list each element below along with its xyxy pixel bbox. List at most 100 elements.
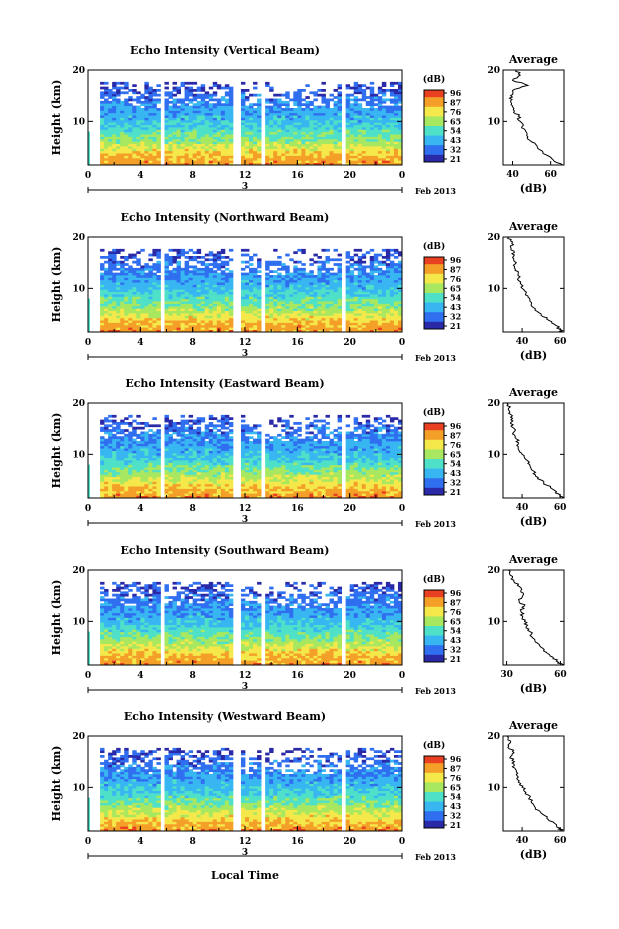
heatmap-cell (224, 263, 230, 266)
heatmap-cell (152, 112, 157, 116)
heatmap-cell (289, 327, 294, 331)
heatmap-cell (212, 317, 218, 321)
heatmap-cell (240, 119, 246, 123)
heatmap-cell (305, 119, 310, 123)
heatmap-cell (196, 329, 202, 333)
heatmap-cell (120, 464, 125, 468)
heatmap-cell (353, 138, 359, 142)
heatmap-cell (369, 277, 375, 281)
heatmap-cell (249, 110, 254, 114)
heatmap-cell (184, 286, 190, 290)
heatmap-cell (313, 162, 318, 166)
heatmap-cell (349, 117, 355, 121)
heatmap-cell (265, 162, 270, 166)
heatmap-cell (132, 289, 137, 293)
heatmap-cell (136, 122, 141, 126)
heatmap-cell (293, 136, 298, 140)
heatmap-cell (196, 320, 202, 323)
heatmap-cell (269, 119, 274, 123)
heatmap-cell (357, 298, 363, 302)
heatmap-cell (144, 493, 149, 497)
heatmap-cell (277, 272, 282, 276)
heatmap-cell (389, 324, 395, 328)
heatmap-cell (172, 258, 177, 262)
heatmap-cell (389, 138, 395, 142)
heatmap-cell (172, 457, 177, 461)
heatmap-cell (212, 81, 218, 85)
heatmap-cell (188, 324, 194, 328)
heatmap-cell (108, 481, 113, 485)
heatmap-cell (112, 436, 117, 440)
heatmap-cell (108, 162, 113, 166)
heatmap-cell (389, 301, 395, 304)
heatmap-cell (277, 263, 282, 266)
heatmap-cell (385, 136, 391, 140)
heatmap-cell (144, 117, 149, 121)
heatmap-cell (321, 150, 326, 154)
heatmap-cell (317, 115, 322, 118)
colorbar-segment (424, 293, 444, 296)
heatmap-cell (228, 150, 234, 154)
heatmap-cell (140, 284, 145, 288)
heatmap-cell (204, 155, 210, 159)
heatmap-cell (281, 291, 286, 295)
heatmap-cell (389, 129, 395, 133)
heatmap-cell (144, 127, 149, 130)
heatmap-cell (136, 100, 141, 104)
heatmap-cell (369, 320, 375, 323)
heatmap-cell (132, 160, 137, 164)
heatmap-cell (132, 327, 137, 331)
heatmap-cell (148, 272, 153, 276)
heatmap-cell (269, 98, 274, 102)
heatmap-cell (369, 124, 375, 128)
heatmap-cell (120, 291, 125, 295)
heatmap-cell (208, 117, 214, 121)
heatmap-cell (224, 324, 230, 328)
heatmap-cell (240, 155, 246, 159)
heatmap-cell (216, 105, 222, 109)
heatmap-cell (156, 469, 161, 473)
heatmap-cell (196, 162, 202, 166)
heatmap-cell (353, 313, 359, 316)
heatmap-cell (277, 110, 282, 114)
heatmap-cell (317, 320, 322, 323)
heatmap-cell (140, 481, 145, 485)
heatmap-cell (289, 305, 294, 309)
heatmap-cell (200, 141, 206, 145)
heatmap-cell (164, 310, 169, 314)
profile-line (508, 69, 563, 166)
heatmap-cell (164, 141, 169, 145)
y-axis-label: Height (km) (50, 247, 63, 323)
heatmap-cell (120, 134, 125, 137)
heatmap-cell (208, 110, 214, 114)
heatmap-cell (188, 286, 194, 290)
heatmap-cell (220, 86, 226, 90)
heatmap-cell (305, 108, 310, 111)
heatmap-cell (389, 248, 395, 252)
heatmap-cell (156, 112, 161, 116)
heatmap-cell (116, 157, 121, 161)
heatmap-cell (208, 284, 214, 288)
heatmap-cell (104, 303, 109, 307)
heatmap-cell (196, 251, 202, 255)
heatmap-cell (325, 305, 330, 309)
heatmap-cell (112, 148, 117, 152)
heatmap-cell (216, 322, 222, 326)
heatmap-cell (172, 486, 177, 489)
heatmap-cell (168, 248, 173, 252)
heatmap-cell (140, 103, 145, 107)
heatmap-cell (345, 138, 351, 142)
heatmap-cell (249, 270, 254, 274)
heatmap-cell (172, 294, 177, 297)
heatmap-cell (108, 157, 113, 161)
heatmap-cell (317, 301, 322, 304)
heatmap-cell (397, 310, 403, 314)
heatmap-cell (128, 324, 133, 328)
heatmap-cell (212, 146, 218, 149)
heatmap-cell (321, 272, 326, 276)
heatmap-cell (196, 141, 202, 145)
heatmap-cell (369, 100, 375, 104)
heatmap-cell (132, 469, 137, 473)
heatmap-cell (168, 315, 173, 319)
heatmap-cell (277, 134, 282, 137)
